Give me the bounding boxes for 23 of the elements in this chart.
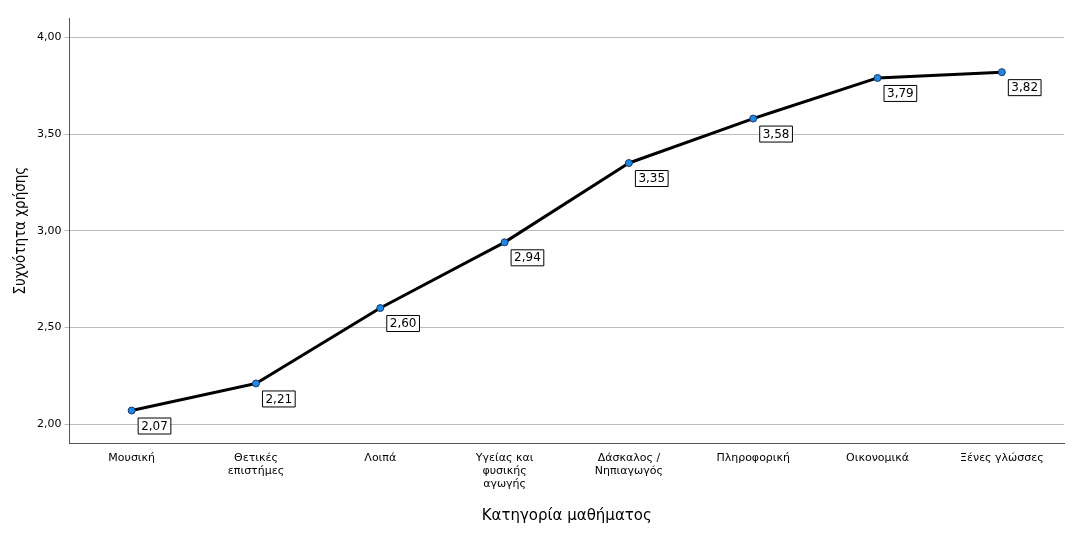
data-label: 3,79	[887, 86, 914, 101]
y-tick-label: 2,50	[36, 320, 62, 334]
x-tick-label: Δάσκαλος / Νηπιαγωγός	[594, 450, 664, 478]
data-label: 3,35	[638, 171, 666, 186]
x-tick-label: Θετικές επιστήμες	[227, 450, 285, 478]
data-label: 2,94	[514, 250, 541, 265]
data-label: 2,07	[141, 418, 168, 433]
x-tick-label: Μουσική	[108, 450, 156, 464]
y-tick-label: 3,00	[36, 223, 62, 237]
x-tick-label: Υγείας και φυσικής αγωγής	[474, 450, 534, 491]
x-tick-label: Οικονομικά	[846, 450, 909, 464]
x-tick-label: Ξένες γλώσσες	[960, 450, 1044, 464]
data-label: 3,82	[1011, 80, 1039, 95]
y-tick-label: 2,00	[36, 416, 62, 430]
data-label: 2,21	[265, 391, 293, 406]
data-label: 2,60	[389, 316, 417, 331]
y-axis-title: Συχνότητα χρήσης	[10, 166, 29, 295]
data-label: 3,58	[762, 126, 790, 141]
y-tick-label: 3,50	[36, 126, 62, 140]
x-tick-label: Πληροφορική	[716, 450, 791, 464]
x-axis-title: Κατηγορία μαθήματος	[481, 505, 652, 524]
y-tick-label: 4,00	[36, 30, 62, 44]
x-tick-label: Λοιπά	[364, 450, 397, 464]
